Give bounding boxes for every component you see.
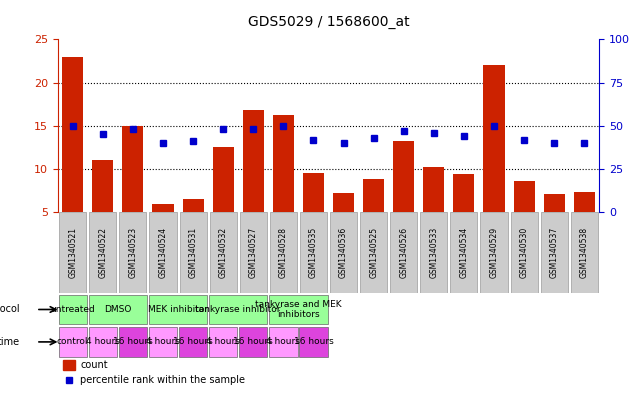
Text: DMSO: DMSO — [104, 305, 131, 314]
FancyBboxPatch shape — [330, 212, 357, 293]
Text: GSM1340525: GSM1340525 — [369, 227, 378, 278]
FancyBboxPatch shape — [540, 212, 568, 293]
Bar — [393, 141, 414, 212]
Text: GSM1340521: GSM1340521 — [68, 227, 77, 278]
Text: 16 hours: 16 hours — [294, 338, 333, 346]
Text: GSM1340522: GSM1340522 — [98, 227, 107, 278]
Bar — [363, 179, 384, 212]
Text: percentile rank within the sample: percentile rank within the sample — [80, 375, 246, 385]
Text: GSM1340536: GSM1340536 — [339, 227, 348, 278]
Text: 4 hours: 4 hours — [146, 338, 180, 346]
FancyBboxPatch shape — [59, 212, 87, 293]
FancyBboxPatch shape — [149, 295, 207, 324]
Text: GDS5029 / 1568600_at: GDS5029 / 1568600_at — [247, 15, 410, 29]
Bar — [183, 199, 204, 212]
Bar — [153, 204, 174, 212]
FancyBboxPatch shape — [89, 212, 117, 293]
FancyBboxPatch shape — [360, 212, 387, 293]
Bar — [273, 116, 294, 212]
FancyBboxPatch shape — [570, 212, 598, 293]
FancyBboxPatch shape — [270, 212, 297, 293]
Bar — [122, 126, 144, 212]
Text: 4 hours: 4 hours — [206, 338, 240, 346]
Text: GSM1340524: GSM1340524 — [158, 227, 167, 278]
Text: tankyrase and MEK
inhibitors: tankyrase and MEK inhibitors — [255, 300, 342, 319]
Bar — [574, 192, 595, 212]
Text: GSM1340530: GSM1340530 — [520, 227, 529, 278]
Text: GSM1340538: GSM1340538 — [580, 227, 589, 278]
FancyBboxPatch shape — [451, 212, 478, 293]
Bar — [513, 181, 535, 212]
Text: untreated: untreated — [51, 305, 95, 314]
FancyBboxPatch shape — [300, 212, 327, 293]
Text: protocol: protocol — [0, 305, 20, 314]
FancyBboxPatch shape — [179, 212, 206, 293]
FancyBboxPatch shape — [240, 212, 267, 293]
Bar — [423, 167, 444, 212]
FancyBboxPatch shape — [88, 295, 147, 324]
Text: GSM1340523: GSM1340523 — [128, 227, 137, 278]
Text: MEK inhibitor: MEK inhibitor — [148, 305, 208, 314]
Text: 16 hours: 16 hours — [233, 338, 273, 346]
Bar — [544, 194, 565, 212]
Bar — [63, 360, 75, 370]
Text: count: count — [80, 360, 108, 370]
Bar — [303, 173, 324, 212]
Text: GSM1340533: GSM1340533 — [429, 227, 438, 278]
Text: control: control — [57, 338, 88, 346]
FancyBboxPatch shape — [88, 327, 117, 357]
Text: GSM1340527: GSM1340527 — [249, 227, 258, 278]
Bar — [213, 147, 234, 212]
FancyBboxPatch shape — [119, 212, 146, 293]
FancyBboxPatch shape — [511, 212, 538, 293]
FancyBboxPatch shape — [209, 295, 267, 324]
FancyBboxPatch shape — [269, 295, 328, 324]
Text: GSM1340537: GSM1340537 — [550, 227, 559, 278]
FancyBboxPatch shape — [149, 212, 176, 293]
Text: 4 hours: 4 hours — [86, 338, 120, 346]
Bar — [483, 65, 504, 212]
Text: GSM1340531: GSM1340531 — [188, 227, 197, 278]
Text: GSM1340535: GSM1340535 — [309, 227, 318, 278]
Bar — [333, 193, 354, 212]
FancyBboxPatch shape — [481, 212, 508, 293]
Text: GSM1340526: GSM1340526 — [399, 227, 408, 278]
FancyBboxPatch shape — [119, 327, 147, 357]
FancyBboxPatch shape — [390, 212, 417, 293]
Text: GSM1340528: GSM1340528 — [279, 227, 288, 278]
Text: GSM1340534: GSM1340534 — [460, 227, 469, 278]
FancyBboxPatch shape — [210, 212, 237, 293]
Text: 16 hours: 16 hours — [113, 338, 153, 346]
FancyBboxPatch shape — [239, 327, 267, 357]
Bar — [453, 174, 474, 212]
Bar — [62, 57, 83, 212]
Bar — [243, 110, 264, 212]
FancyBboxPatch shape — [179, 327, 207, 357]
Text: time: time — [0, 337, 20, 347]
FancyBboxPatch shape — [269, 327, 297, 357]
Bar — [92, 160, 113, 212]
FancyBboxPatch shape — [58, 295, 87, 324]
Text: tankyrase inhibitor: tankyrase inhibitor — [196, 305, 281, 314]
FancyBboxPatch shape — [149, 327, 177, 357]
FancyBboxPatch shape — [58, 327, 87, 357]
FancyBboxPatch shape — [209, 327, 237, 357]
Text: GSM1340529: GSM1340529 — [490, 227, 499, 278]
FancyBboxPatch shape — [420, 212, 447, 293]
FancyBboxPatch shape — [299, 327, 328, 357]
Text: 4 hours: 4 hours — [267, 338, 301, 346]
Text: GSM1340532: GSM1340532 — [219, 227, 228, 278]
Text: 16 hours: 16 hours — [173, 338, 213, 346]
